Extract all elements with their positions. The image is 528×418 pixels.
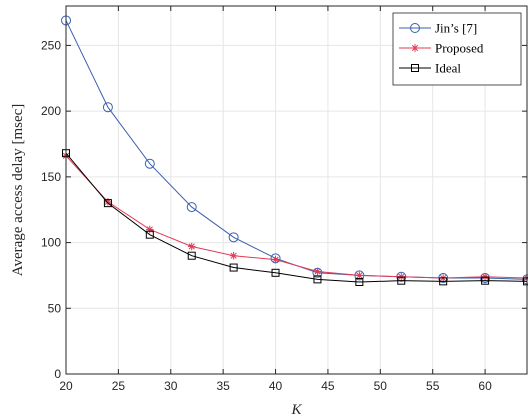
data-point-proposed bbox=[271, 255, 280, 264]
data-point-jins bbox=[186, 202, 197, 213]
legend-label-proposed: Proposed bbox=[435, 41, 484, 56]
x-tick-label: 60 bbox=[478, 379, 492, 393]
data-point-ideal bbox=[481, 276, 490, 285]
y-tick-label: 100 bbox=[41, 236, 61, 250]
x-tick-label: 35 bbox=[216, 379, 230, 393]
series-layer bbox=[61, 15, 528, 286]
legend-label-ideal: Ideal bbox=[435, 61, 461, 76]
data-point-ideal bbox=[103, 199, 112, 208]
data-point-ideal bbox=[313, 275, 322, 284]
y-tick-label: 200 bbox=[41, 104, 61, 118]
data-point-proposed bbox=[146, 225, 154, 234]
y-tick-label: 50 bbox=[48, 301, 62, 315]
data-point-jins bbox=[102, 102, 113, 113]
legend-swatch-marker-jins bbox=[410, 23, 420, 33]
legend-swatch-marker-proposed bbox=[411, 44, 419, 52]
data-point-ideal bbox=[355, 278, 364, 286]
data-point-ideal bbox=[439, 277, 448, 286]
y-axis-title: Average access delay [msec] bbox=[10, 104, 26, 277]
axis-ticks: 20 25 30 35 40 45 50 55 60 0 50 100 150 200 250 bbox=[41, 6, 527, 393]
data-point-proposed bbox=[355, 271, 364, 280]
legend-swatch-marker-ideal bbox=[411, 64, 419, 72]
x-tick-label: 20 bbox=[59, 379, 73, 393]
y-tick-label: 150 bbox=[41, 170, 61, 184]
y-tick-label: 0 bbox=[54, 367, 61, 381]
x-tick-label: 30 bbox=[164, 379, 178, 393]
plot-frame bbox=[65, 5, 528, 375]
data-point-ideal bbox=[229, 263, 238, 272]
series-line-ideal bbox=[65, 152, 528, 283]
data-point-ideal bbox=[397, 276, 406, 285]
data-point-ideal bbox=[145, 230, 154, 239]
data-point-ideal bbox=[187, 251, 196, 260]
data-point-jins bbox=[144, 158, 155, 169]
legend: Jin’s [7] Proposed Ideal bbox=[392, 12, 522, 86]
data-point-jins bbox=[228, 232, 239, 243]
data-point-proposed bbox=[313, 267, 322, 276]
data-point-proposed bbox=[187, 242, 196, 251]
y-tick-label: 250 bbox=[41, 38, 61, 52]
data-point-ideal bbox=[271, 268, 280, 277]
x-axis-title: K bbox=[290, 402, 302, 418]
series-line-proposed bbox=[65, 155, 528, 279]
legend-label-jins: Jin’s [7] bbox=[435, 21, 477, 36]
data-point-proposed bbox=[104, 198, 112, 206]
data-point-proposed bbox=[229, 251, 238, 260]
x-tick-label: 40 bbox=[269, 379, 283, 393]
x-tick-label: 25 bbox=[112, 379, 126, 393]
x-tick-label: 45 bbox=[321, 379, 335, 393]
x-tick-label: 55 bbox=[426, 379, 440, 393]
x-tick-label: 50 bbox=[374, 379, 388, 393]
